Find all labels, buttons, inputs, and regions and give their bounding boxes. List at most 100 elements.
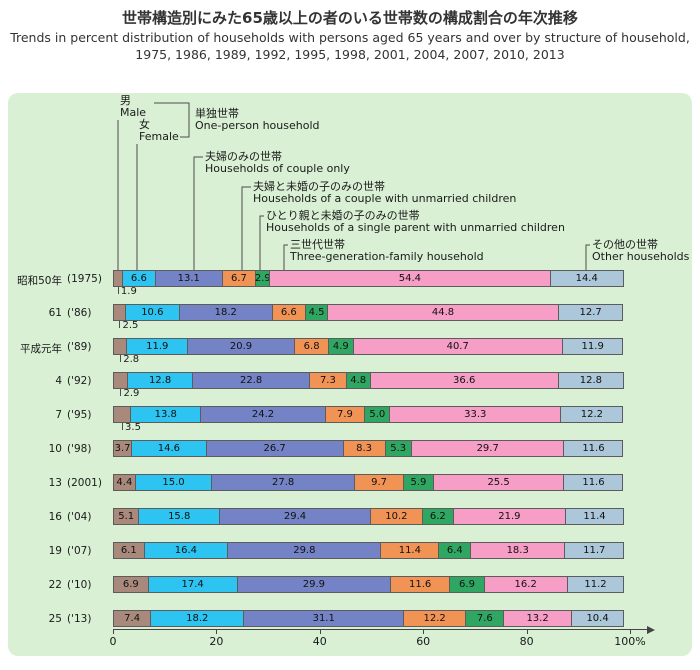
bar-segment-couple-with-children: 6.7: [221, 270, 257, 287]
segment-value-label: 54.4: [398, 273, 421, 284]
bar-segment-other: 11.9: [561, 338, 624, 355]
segment-value-label: 6.7: [231, 273, 247, 284]
legend-couple-with-children-en: Households of a couple with unmarried ch…: [253, 192, 517, 205]
row-label: 13 (2001): [12, 477, 110, 489]
row-year-label: ('10): [67, 579, 92, 591]
bar-segment-couple-with-children: 7.9: [324, 406, 366, 423]
legend-female: 女 Female: [139, 119, 179, 143]
segment-value-label: 4.5: [308, 307, 325, 318]
segment-value-label: 7.4: [124, 613, 141, 624]
legend-couple-with-children: 夫婦と未婚の子のみの世帯 Households of a couple with…: [253, 181, 516, 205]
row-era-label: 25: [48, 613, 62, 625]
segment-value-label: 7.9: [336, 409, 353, 420]
segment-value-label: 20.9: [229, 341, 253, 352]
legend-three-generation: 三世代世帯 Three-generation-family household: [290, 239, 484, 263]
bar-segment-single-parent-with-children: 4.8: [345, 372, 371, 389]
axis-tickmark: [113, 630, 114, 634]
legend-single-parent: ひとり親と未婚の子のみの世帯 Households of a single pa…: [266, 210, 565, 234]
bar-segment-male: 4.4: [113, 474, 136, 491]
bar-segment-female: 6.6: [121, 270, 156, 287]
bar-segment-couple-only: 24.2: [200, 406, 326, 423]
bar-segment-single-parent-with-children: 2.9: [255, 270, 271, 287]
segment-value-label: 6.9: [122, 579, 139, 590]
segment-value-label: 10.4: [586, 613, 609, 624]
segment-value-label: 29.4: [283, 511, 307, 522]
segment-value-label: 29.8: [293, 545, 316, 556]
male-callout-line: [120, 389, 122, 396]
row-label: 61 ('86): [12, 307, 110, 319]
segment-value-label: 6.4: [446, 545, 463, 556]
bar-segment-male: 6.1: [113, 542, 145, 559]
segment-value-label: 24.2: [251, 409, 275, 420]
segment-value-label: 6.6: [280, 307, 297, 318]
axis-tick-label: 60: [416, 635, 431, 648]
segment-value-label: 11.7: [583, 545, 606, 556]
bar-segment-single-parent-with-children: 6.2: [421, 508, 454, 525]
stacked-bar: 6.6 13.1 6.7 2.9 54.4 14.4: [113, 270, 624, 287]
legend-male-ja: 男: [120, 94, 131, 107]
segment-value-label: 5.0: [369, 409, 386, 420]
segment-value-label: 16.2: [514, 579, 537, 590]
row-year-label: ('04): [67, 511, 92, 523]
segment-value-label: 4.9: [332, 341, 349, 352]
male-value-callout: 2.9: [123, 388, 140, 399]
row-era-label: 4: [55, 375, 62, 387]
segment-value-label: 18.3: [506, 545, 529, 556]
stacked-bar: 6.1 16.4 29.8 11.4 6.4 18.3 11.7: [113, 542, 625, 559]
row-era-label: 22: [48, 579, 62, 591]
bar-segment-three-generation: 13.2: [503, 610, 572, 627]
chart-row: 4 ('92) 12.8 22.8 7.3 4.8 36.6 12.8 2.9: [55, 372, 630, 399]
bar-segment-couple-with-children: 9.7: [354, 474, 405, 491]
segment-value-label: 12.7: [579, 307, 602, 318]
bar-segment-other: 12.2: [560, 406, 624, 423]
bar-segment-single-parent-with-children: 4.5: [304, 304, 329, 321]
segment-value-label: 26.7: [263, 443, 286, 454]
segment-value-label: 14.6: [157, 443, 180, 454]
bar-segment-other: 11.4: [565, 508, 624, 525]
page-subtitle-line1: Trends in percent distribution of househ…: [10, 30, 690, 45]
legend-couple-only: 夫婦のみの世帯 Households of couple only: [205, 151, 350, 175]
segment-value-label: 27.8: [272, 477, 295, 488]
row-label: 16 ('04): [12, 511, 110, 523]
bar-segment-three-generation: 33.3: [389, 406, 562, 423]
segment-value-label: 44.8: [431, 307, 455, 318]
row-year-label: ('07): [67, 545, 92, 557]
segment-value-label: 29.9: [302, 579, 326, 590]
bar-segment-three-generation: 18.3: [470, 542, 565, 559]
stacked-bar: 11.9 20.9 6.8 4.9 40.7 11.9: [113, 338, 624, 355]
axis-tick-label: 100%: [614, 635, 646, 648]
legend-female-en: Female: [139, 130, 179, 143]
row-year-label: ('98): [67, 443, 92, 455]
bar-segment-couple-with-children: 8.3: [342, 440, 386, 457]
chart-panel: 男 Male 女 Female 単独世帯 One-person househol…: [8, 93, 692, 656]
legend-other: その他の世帯 Other households: [592, 239, 689, 263]
segment-value-label: 17.4: [181, 579, 204, 590]
segment-value-label: 13.8: [154, 409, 177, 420]
bar-segment-other: 11.6: [563, 474, 624, 491]
row-era-label: 10: [48, 443, 62, 455]
axis-tick-label: 80: [519, 635, 534, 648]
segment-value-label: 12.2: [423, 613, 446, 624]
segment-value-label: 7.6: [476, 613, 493, 624]
chart-row: 61 ('86) 10.6 18.2 6.6 4.5 44.8 12.7 2.5: [49, 304, 630, 331]
bar-segment-female: 18.2: [150, 610, 245, 627]
segment-value-label: 6.2: [429, 511, 446, 522]
segment-value-label: 12.8: [579, 375, 603, 386]
row-label: 平成元年 ('89): [12, 341, 110, 356]
legend-male-en: Male: [120, 106, 147, 119]
segment-value-label: 33.3: [464, 409, 487, 420]
row-era-label: 昭和50年: [17, 275, 62, 287]
chart-row: 22 ('10) 6.9 17.4 29.9 11.6 6.9 16.2 11.2: [49, 576, 630, 593]
bar-segment-couple-only: 26.7: [205, 440, 344, 457]
bar-segment-couple-with-children: 6.8: [294, 338, 330, 355]
stacked-bar: 5.1 15.8 29.4 10.2 6.2 21.9 11.4: [113, 508, 624, 525]
x-axis: 0 20 40 60 80 100%: [110, 626, 655, 651]
male-value-callout: 2.5: [122, 320, 139, 331]
bar-segment-female: 13.8: [130, 406, 202, 423]
bar-segment-couple-only: 29.9: [236, 576, 392, 593]
chart-row: 19 ('07) 6.1 16.4 29.8 11.4 6.4 18.3 11.7: [49, 542, 630, 559]
bar-segment-couple-only: 31.1: [243, 610, 405, 627]
row-label: 25 ('13): [12, 613, 110, 625]
stacked-bar: 3.7 14.6 26.7 8.3 5.3 29.7 11.6: [113, 440, 624, 457]
bar-segment-couple-only: 20.9: [186, 338, 296, 355]
